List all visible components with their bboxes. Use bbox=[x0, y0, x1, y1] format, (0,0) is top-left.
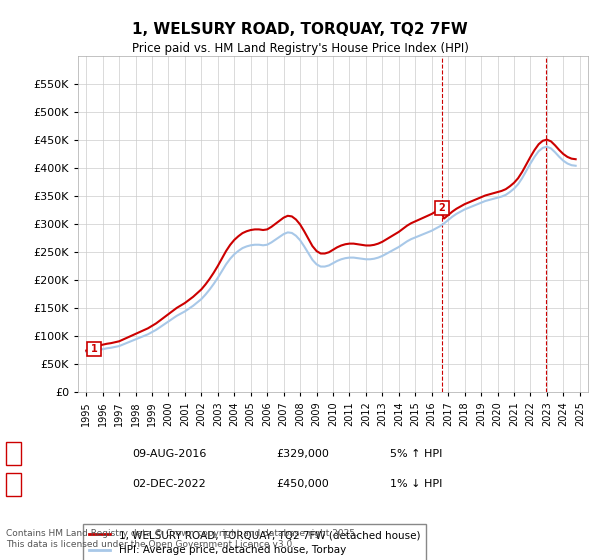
Text: 1: 1 bbox=[91, 344, 98, 354]
Text: 2: 2 bbox=[10, 479, 17, 489]
Text: 1: 1 bbox=[10, 449, 17, 459]
Text: 1% ↓ HPI: 1% ↓ HPI bbox=[390, 479, 442, 489]
Text: Price paid vs. HM Land Registry's House Price Index (HPI): Price paid vs. HM Land Registry's House … bbox=[131, 42, 469, 55]
Text: Contains HM Land Registry data © Crown copyright and database right 2025.
This d: Contains HM Land Registry data © Crown c… bbox=[6, 529, 358, 549]
Text: 2: 2 bbox=[438, 203, 445, 213]
Text: 02-DEC-2022: 02-DEC-2022 bbox=[132, 479, 206, 489]
Text: 1, WELSURY ROAD, TORQUAY, TQ2 7FW: 1, WELSURY ROAD, TORQUAY, TQ2 7FW bbox=[132, 22, 468, 38]
Text: 5% ↑ HPI: 5% ↑ HPI bbox=[390, 449, 442, 459]
Text: 09-AUG-2016: 09-AUG-2016 bbox=[132, 449, 206, 459]
Text: £450,000: £450,000 bbox=[276, 479, 329, 489]
Legend: 1, WELSURY ROAD, TORQUAY, TQ2 7FW (detached house), HPI: Average price, detached: 1, WELSURY ROAD, TORQUAY, TQ2 7FW (detac… bbox=[83, 524, 427, 560]
Text: £329,000: £329,000 bbox=[276, 449, 329, 459]
